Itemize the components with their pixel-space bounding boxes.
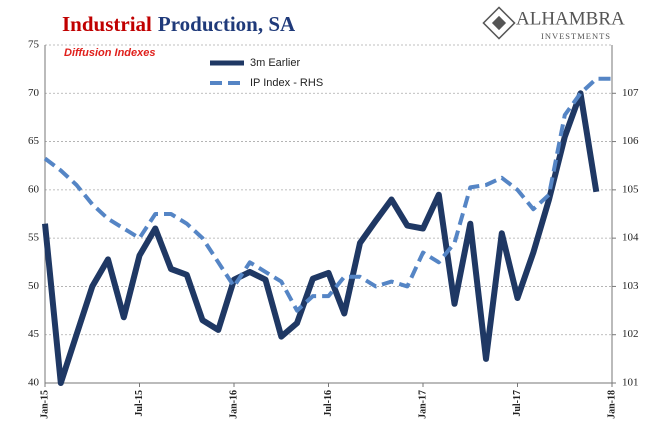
logo: ALHAMBRA INVESTMENTS — [482, 6, 625, 41]
y2-tick-label: 102 — [622, 328, 639, 340]
y-tick-label: 50 — [28, 280, 40, 292]
y2-tick-label: 106 — [622, 135, 639, 147]
title-part: Industrial — [62, 12, 152, 36]
y-tick-label: 45 — [28, 328, 40, 340]
y-tick-label: 60 — [28, 183, 40, 195]
y-tick-label: 40 — [28, 377, 40, 389]
y-tick-label: 70 — [28, 87, 40, 99]
y2-tick-label: 107 — [622, 87, 639, 99]
x-tick-label: Jul-15 — [134, 390, 145, 417]
legend-label: IP Index - RHS — [250, 77, 323, 89]
y2-tick-label: 104 — [622, 232, 639, 244]
y-tick-label: 65 — [28, 135, 40, 147]
y2-tick-label: 105 — [622, 183, 639, 195]
logo-name: ALHAMBRA — [516, 8, 625, 29]
x-tick-label: Jul-17 — [512, 390, 523, 417]
x-tick-label: Jan-17 — [417, 390, 428, 419]
logo-icon — [491, 15, 507, 31]
x-tick-label: Jan-16 — [228, 390, 239, 419]
y2-tick-label: 103 — [622, 280, 639, 292]
logo-icon — [482, 6, 516, 40]
y-tick-label: 55 — [28, 232, 40, 244]
subtitle: Diffusion Indexes — [64, 47, 155, 59]
logo-tagline: INVESTMENTS — [541, 31, 611, 41]
chart-title: Industrial Production, SA — [62, 12, 296, 36]
title-part: Production, SA — [158, 12, 296, 36]
x-tick-label: Jan-18 — [606, 390, 617, 419]
series-line — [42, 90, 600, 386]
x-tick-label: Jul-16 — [323, 390, 334, 417]
x-tick-label: Jan-15 — [39, 390, 50, 419]
legend-label: 3m Earlier — [250, 57, 300, 69]
y2-tick-label: 101 — [622, 377, 639, 389]
y-tick-label: 75 — [28, 39, 40, 51]
series-line — [43, 76, 612, 313]
